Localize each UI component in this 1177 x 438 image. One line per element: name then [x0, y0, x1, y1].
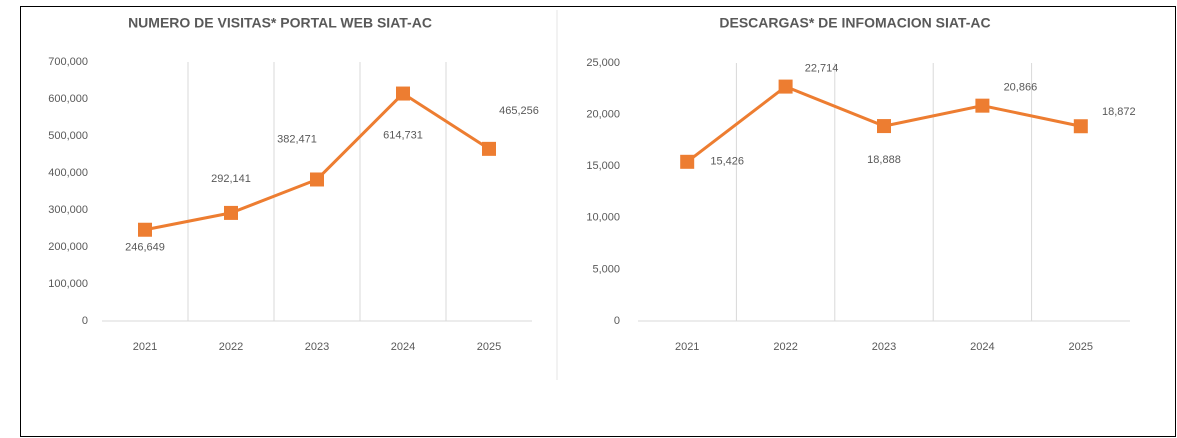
x-tick-label: 2023 — [305, 341, 329, 353]
frame — [20, 6, 1176, 437]
marker — [877, 119, 891, 134]
y-tick-label: 25,000 — [586, 57, 620, 69]
marker — [778, 79, 793, 94]
y-tick-label: 5,000 — [592, 263, 620, 275]
data-label: 18,888 — [867, 154, 901, 166]
marker — [396, 86, 410, 101]
x-tick-label: 2021 — [675, 341, 699, 353]
y-tick-label: 20,000 — [586, 109, 620, 121]
y-tick-label: 0 — [82, 315, 88, 327]
data-label: 246,649 — [125, 242, 165, 254]
y-tick-label: 400,000 — [48, 167, 88, 179]
data-label: 465,256 — [499, 105, 539, 117]
data-label: 15,426 — [710, 156, 744, 168]
x-tick-label: 2022 — [773, 341, 797, 353]
chart-title: DESCARGAS* DE INFOMACION SIAT-AC — [719, 15, 990, 31]
y-tick-label: 0 — [614, 315, 620, 327]
marker — [1073, 119, 1088, 134]
y-tick-label: 100,000 — [48, 278, 88, 290]
data-label: 614,731 — [383, 129, 423, 141]
y-tick-label: 500,000 — [48, 130, 88, 142]
marker — [224, 205, 238, 220]
data-label: 18,872 — [1102, 106, 1136, 118]
data-label: 292,141 — [211, 173, 251, 185]
marker — [975, 98, 990, 113]
y-tick-label: 600,000 — [48, 93, 88, 105]
data-label: 382,471 — [277, 133, 317, 145]
x-tick-label: 2021 — [133, 341, 157, 353]
x-tick-label: 2025 — [1069, 341, 1093, 353]
chart-title: NUMERO DE VISITAS* PORTAL WEB SIAT-AC — [128, 15, 432, 31]
x-tick-label: 2024 — [391, 341, 415, 353]
data-label: 22,714 — [805, 62, 839, 74]
marker — [310, 172, 324, 187]
marker — [482, 141, 496, 156]
marker — [680, 154, 695, 169]
marker — [138, 222, 152, 237]
x-tick-label: 2024 — [970, 341, 994, 353]
x-tick-label: 2022 — [219, 341, 243, 353]
x-tick-label: 2025 — [477, 341, 501, 353]
line — [144, 91, 490, 232]
y-tick-label: 10,000 — [586, 212, 620, 224]
x-tick-label: 2023 — [872, 341, 896, 353]
y-tick-label: 700,000 — [48, 56, 88, 68]
y-tick-label: 200,000 — [48, 241, 88, 253]
data-label: 20,866 — [1004, 82, 1038, 94]
y-tick-label: 300,000 — [48, 204, 88, 216]
y-tick-label: 15,000 — [586, 160, 620, 172]
